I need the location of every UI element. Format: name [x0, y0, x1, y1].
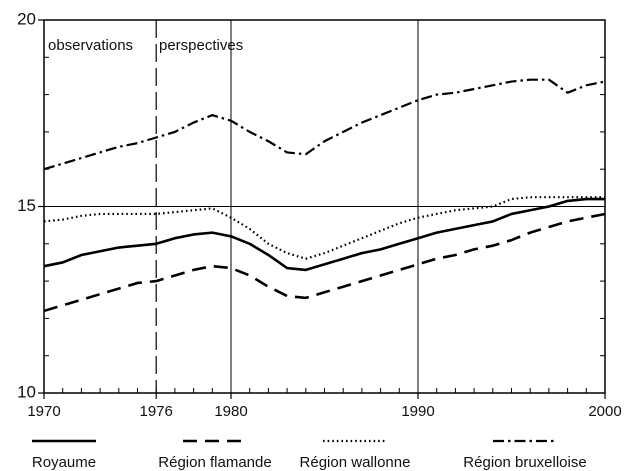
series-line: [43, 197, 605, 272]
legend-label: Région bruxelloise: [463, 454, 586, 471]
x-tick-label: 1976: [140, 403, 173, 420]
legend-label: Royaume: [32, 454, 96, 471]
x-tick-label: 2000: [588, 403, 621, 420]
legend-label: Région wallonne: [300, 454, 411, 471]
y-tick-label: 10: [17, 382, 36, 401]
legend-label: Région flamande: [158, 454, 271, 471]
series-line: [43, 212, 606, 313]
x-tick-label: 1980: [214, 403, 247, 420]
x-tick-label: 1970: [27, 403, 60, 420]
series-line: [43, 78, 606, 171]
series-line: [43, 196, 605, 260]
annotation: perspectives: [159, 37, 243, 54]
y-tick-label: 15: [17, 196, 36, 215]
y-tick-label: 20: [17, 9, 36, 28]
x-tick-label: 1990: [401, 403, 434, 420]
annotation: observations: [48, 37, 133, 54]
